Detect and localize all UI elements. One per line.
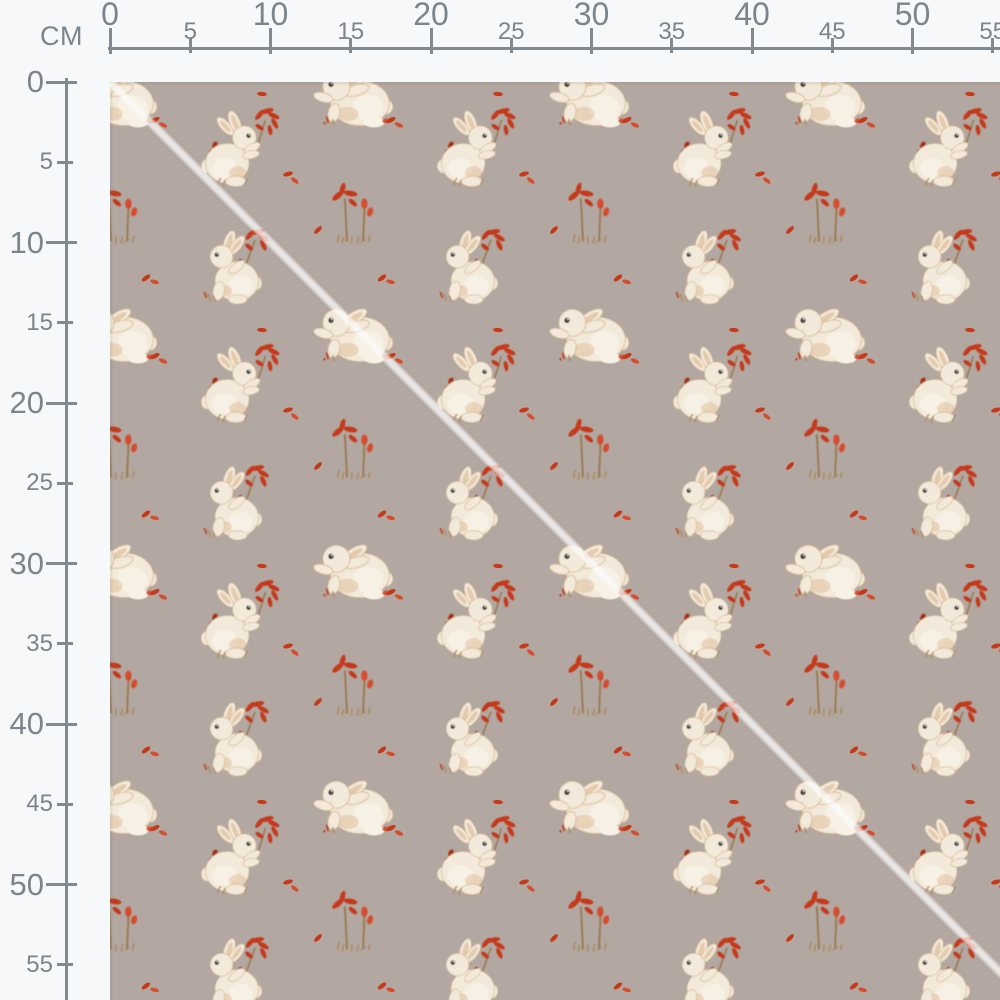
left-ruler-major-label: 0 bbox=[26, 64, 44, 99]
top-ruler-minor-tick bbox=[188, 38, 192, 53]
left-ruler-minor-label: 5 bbox=[39, 148, 53, 176]
top-ruler-major-label: 30 bbox=[573, 0, 610, 32]
left-ruler-minor-label: 25 bbox=[26, 469, 53, 497]
left-ruler-line bbox=[65, 78, 68, 1000]
left-ruler-major-label: 50 bbox=[9, 866, 44, 902]
left-ruler-major-label: 20 bbox=[9, 385, 44, 420]
left-ruler-minor-label: 55 bbox=[26, 950, 53, 978]
left-ruler-major-label: 10 bbox=[9, 224, 44, 260]
left-ruler-major-label: 30 bbox=[9, 545, 44, 581]
top-ruler-major-tick bbox=[269, 28, 272, 54]
fabric-grain-texture bbox=[110, 82, 1000, 1000]
top-ruler-minor-tick bbox=[670, 38, 674, 53]
top-ruler-major-tick bbox=[108, 28, 112, 54]
left-ruler-major-tick bbox=[46, 722, 77, 726]
top-ruler-minor-tick bbox=[991, 38, 995, 53]
left-ruler-major-tick bbox=[46, 883, 77, 886]
top-ruler-major-label: 20 bbox=[413, 0, 449, 32]
top-ruler-minor-label: 25 bbox=[497, 18, 525, 45]
top-ruler-minor-label: 35 bbox=[658, 18, 686, 45]
top-ruler-major-tick bbox=[590, 28, 593, 54]
top-ruler-major-label: 50 bbox=[894, 0, 931, 32]
top-ruler-major-tick bbox=[911, 28, 914, 54]
top-ruler-minor-label: 15 bbox=[337, 18, 365, 45]
top-ruler-major-label: 10 bbox=[252, 0, 289, 32]
top-ruler-minor-label: 5 bbox=[183, 18, 197, 45]
top-ruler-minor-label: 55 bbox=[979, 18, 1000, 45]
top-ruler-minor-tick bbox=[349, 38, 353, 53]
fabric-pattern-svg bbox=[110, 82, 1000, 1000]
left-ruler-major-tick bbox=[46, 562, 77, 565]
left-ruler-minor-label: 15 bbox=[26, 308, 53, 336]
top-ruler-line bbox=[108, 47, 1000, 50]
left-ruler-major-tick bbox=[46, 80, 77, 84]
top-ruler-minor-tick bbox=[509, 38, 513, 53]
fabric-swatch bbox=[110, 82, 1000, 1000]
left-ruler-major-tick bbox=[46, 401, 77, 405]
left-ruler-minor-label: 45 bbox=[26, 790, 53, 818]
left-ruler-minor-label: 35 bbox=[26, 629, 53, 657]
left-ruler-major-tick bbox=[46, 241, 77, 244]
top-ruler-major-tick bbox=[750, 28, 754, 54]
left-ruler-major-label: 40 bbox=[9, 706, 44, 741]
top-ruler-minor-tick bbox=[830, 38, 834, 53]
top-ruler-major-label: 40 bbox=[734, 0, 770, 32]
top-ruler-major-tick bbox=[429, 28, 433, 54]
top-ruler-minor-label: 45 bbox=[818, 18, 846, 45]
ruler-unit-label: CM bbox=[40, 21, 83, 51]
